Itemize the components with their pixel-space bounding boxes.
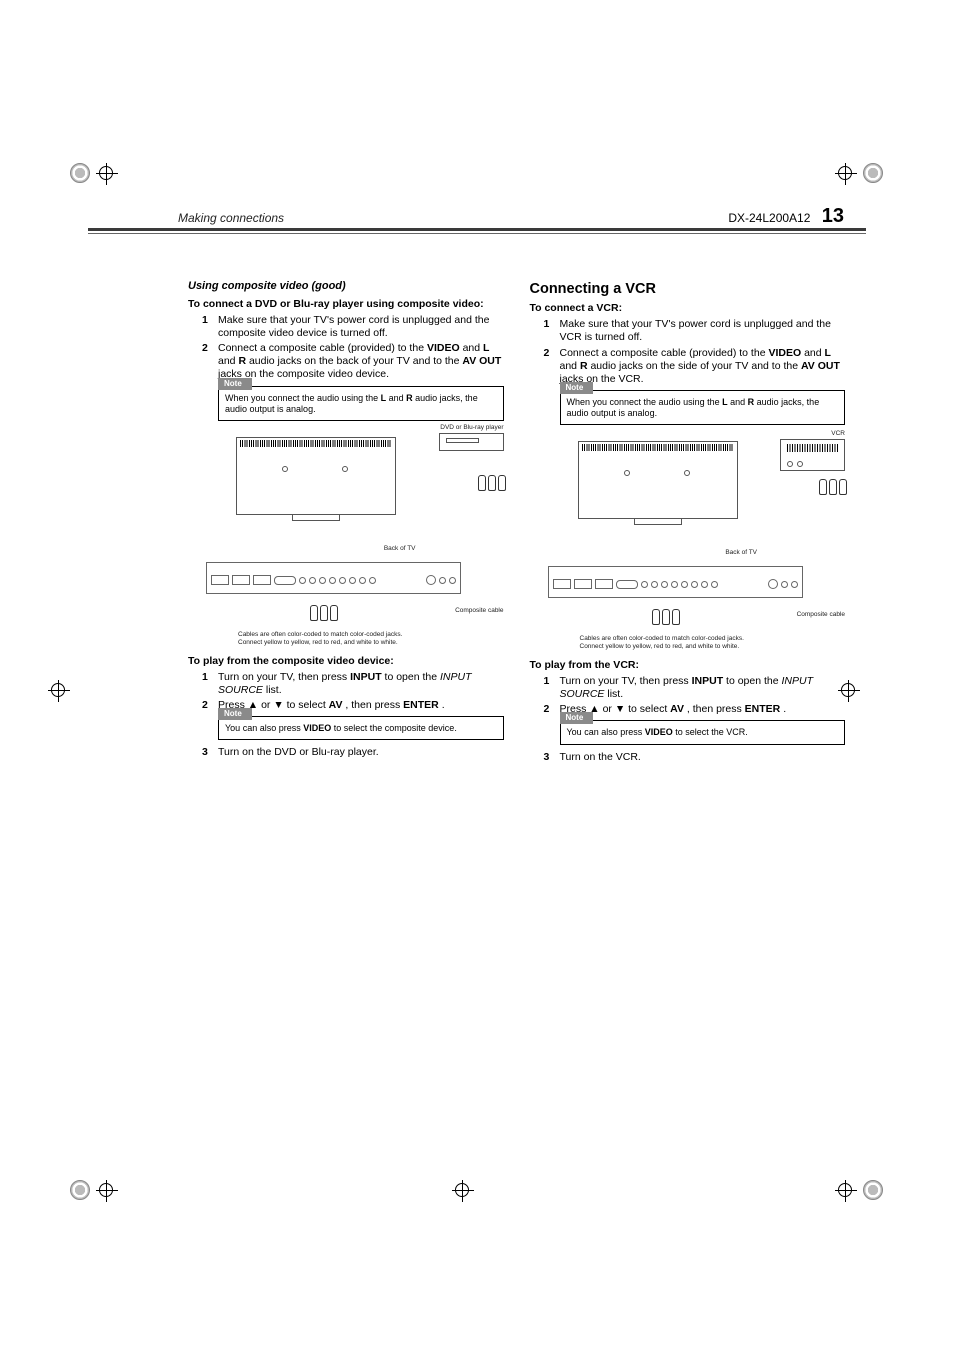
list-item: 1Make sure that your TV's power cord is …	[218, 314, 504, 340]
note-label: Note	[560, 712, 594, 724]
list-item: 1Make sure that your TV's power cord is …	[560, 318, 846, 344]
right-heading: Connecting a VCR	[530, 280, 846, 298]
model-number: DX-24L200A12	[728, 211, 810, 225]
list-item: 2 Press ▲ or ▼ to select AV , then press…	[218, 699, 504, 712]
note-box: Note When you connect the audio using th…	[218, 386, 504, 422]
note-label: Note	[218, 378, 252, 390]
left-subheading: Using composite video (good)	[188, 280, 504, 294]
note-box: Note You can also press VIDEO to select …	[218, 716, 504, 740]
note-box: Note You can also press VIDEO to select …	[560, 720, 846, 744]
diagram-vcr-connection: VCR Back of TV Composite cable	[548, 431, 846, 631]
list-item: 2 Press ▲ or ▼ to select AV , then press…	[560, 703, 846, 716]
list-item: 1 Turn on your TV, then press INPUT to o…	[560, 675, 846, 701]
list-item: 2 Connect a composite cable (provided) t…	[560, 347, 846, 386]
section-title: Making connections	[178, 211, 284, 225]
list-item: 3Turn on the DVD or Blu-ray player.	[218, 746, 504, 759]
header-rule-thick	[88, 228, 866, 231]
left-play-heading: To play from the composite video device:	[188, 655, 504, 668]
list-item: 2 Connect a composite cable (provided) t…	[218, 342, 504, 381]
column-right: Connecting a VCR To connect a VCR: 1Make…	[530, 280, 846, 768]
list-item: 1 Turn on your TV, then press INPUT to o…	[218, 671, 504, 697]
header-rule-thin	[88, 233, 866, 234]
right-connect-heading: To connect a VCR:	[530, 302, 846, 315]
fineprint: Cables are often color-coded to match co…	[580, 635, 846, 651]
left-connect-heading: To connect a DVD or Blu-ray player using…	[188, 298, 504, 311]
list-item: 3Turn on the VCR.	[560, 751, 846, 764]
page-number: 13	[822, 205, 844, 227]
right-play-heading: To play from the VCR:	[530, 659, 846, 672]
diagram-dvd-connection: DVD or Blu-ray player Back of TV Composi…	[206, 427, 504, 627]
fineprint: Cables are often color-coded to match co…	[238, 631, 504, 647]
note-label: Note	[218, 708, 252, 720]
note-box: Note When you connect the audio using th…	[560, 390, 846, 426]
column-left: Using composite video (good) To connect …	[188, 280, 504, 768]
note-label: Note	[560, 382, 594, 394]
content-columns: Using composite video (good) To connect …	[188, 280, 845, 768]
model-page: DX-24L200A12 13	[728, 205, 844, 228]
page-header: Making connections DX-24L200A12 13	[178, 205, 844, 230]
